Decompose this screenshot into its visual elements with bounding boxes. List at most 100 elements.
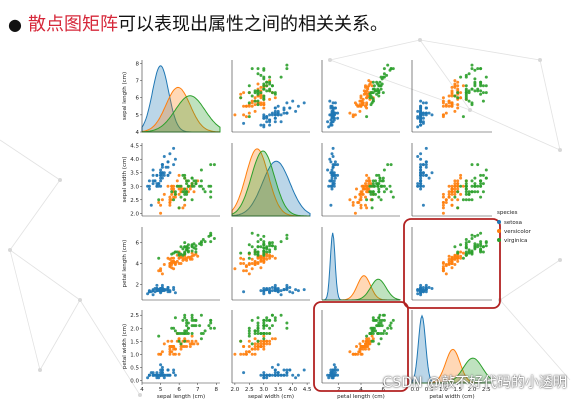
point-versicolor: [456, 187, 460, 191]
point-setosa: [166, 173, 170, 177]
kde-setosa: [231, 160, 311, 217]
point-virginica: [239, 96, 243, 100]
point-setosa: [419, 152, 423, 156]
x-tick-label: 2.0: [231, 387, 240, 393]
point-setosa: [276, 113, 280, 117]
point-versicolor: [250, 99, 254, 103]
point-virginica: [262, 321, 266, 325]
point-setosa: [282, 108, 286, 112]
point-virginica: [265, 245, 269, 249]
point-versicolor: [459, 173, 463, 177]
point-versicolor: [268, 253, 272, 257]
x-tick-label: 2.0: [468, 387, 477, 393]
point-setosa: [285, 373, 289, 377]
point-setosa: [331, 182, 335, 186]
point-versicolor: [247, 345, 251, 348]
point-virginica: [371, 339, 375, 343]
point-versicolor: [441, 195, 445, 199]
point-versicolor: [367, 187, 371, 191]
legend-label-versicolor: versicolor: [504, 229, 532, 235]
point-setosa: [330, 113, 334, 117]
point-virginica: [199, 184, 203, 188]
point-virginica: [380, 318, 384, 322]
x-axis-label: sepal length (cm): [157, 394, 205, 400]
point-virginica: [381, 332, 385, 335]
point-virginica: [250, 245, 254, 249]
point-setosa: [291, 99, 295, 103]
point-versicolor: [265, 254, 269, 258]
point-versicolor: [367, 347, 371, 351]
point-versicolor: [450, 190, 454, 194]
point-virginica: [386, 326, 390, 330]
point-setosa: [259, 373, 263, 377]
point-versicolor: [368, 179, 372, 183]
point-setosa: [155, 289, 159, 293]
point-versicolor: [367, 339, 371, 343]
point-versicolor: [190, 254, 194, 258]
point-virginica: [183, 198, 187, 202]
point-setosa: [146, 376, 150, 380]
point-setosa: [419, 187, 423, 191]
point-versicolor: [364, 195, 367, 199]
point-virginica: [199, 313, 203, 317]
point-setosa: [172, 146, 176, 150]
point-virginica: [379, 337, 383, 341]
point-virginica: [464, 75, 468, 79]
point-virginica: [209, 233, 213, 237]
legend-label-setosa: setosa: [504, 220, 522, 226]
point-virginica: [476, 184, 480, 188]
point-virginica: [372, 326, 376, 330]
y-tick-label: 2.5: [130, 198, 139, 204]
point-setosa: [173, 157, 177, 161]
point-setosa: [262, 289, 266, 293]
point-setosa: [427, 111, 431, 115]
point-versicolor: [453, 257, 457, 261]
point-versicolor: [447, 254, 451, 258]
point-virginica: [464, 89, 468, 93]
point-virginica: [453, 195, 457, 199]
point-setosa: [332, 111, 336, 115]
point-virginica: [377, 94, 381, 98]
point-virginica: [479, 173, 483, 177]
point-versicolor: [351, 113, 355, 117]
point-versicolor: [179, 255, 183, 259]
point-setosa: [147, 184, 151, 188]
point-versicolor: [447, 257, 451, 261]
x-tick-label: 4: [140, 387, 144, 393]
point-versicolor: [188, 187, 192, 191]
point-versicolor: [348, 198, 352, 202]
point-virginica: [473, 89, 477, 93]
point-virginica: [479, 249, 483, 253]
point-virginica: [467, 72, 471, 76]
point-versicolor: [441, 267, 445, 271]
point-setosa: [151, 182, 155, 186]
point-virginica: [479, 247, 483, 251]
point-versicolor: [181, 258, 185, 262]
x-axis-label: petal length (cm): [337, 394, 385, 400]
point-virginica: [209, 240, 213, 244]
point-versicolor: [447, 184, 451, 188]
point-virginica: [181, 247, 185, 251]
y-tick-label: 0.5: [130, 365, 139, 371]
point-virginica: [199, 179, 203, 183]
point-versicolor: [253, 259, 257, 263]
point-setosa: [302, 101, 306, 105]
point-virginica: [247, 251, 251, 255]
point-virginica: [382, 168, 386, 172]
point-setosa: [419, 176, 423, 180]
point-virginica: [181, 173, 185, 177]
point-virginica: [453, 94, 457, 98]
point-virginica: [470, 87, 474, 91]
point-virginica: [464, 253, 468, 257]
point-versicolor: [359, 206, 363, 210]
point-versicolor: [159, 267, 163, 271]
point-setosa: [419, 293, 423, 297]
point-versicolor: [453, 263, 457, 266]
point-versicolor: [250, 352, 254, 356]
point-setosa: [265, 115, 269, 119]
point-virginica: [379, 198, 383, 202]
point-virginica: [476, 190, 480, 194]
point-versicolor: [259, 345, 263, 348]
point-virginica: [259, 332, 263, 335]
point-versicolor: [362, 345, 366, 348]
